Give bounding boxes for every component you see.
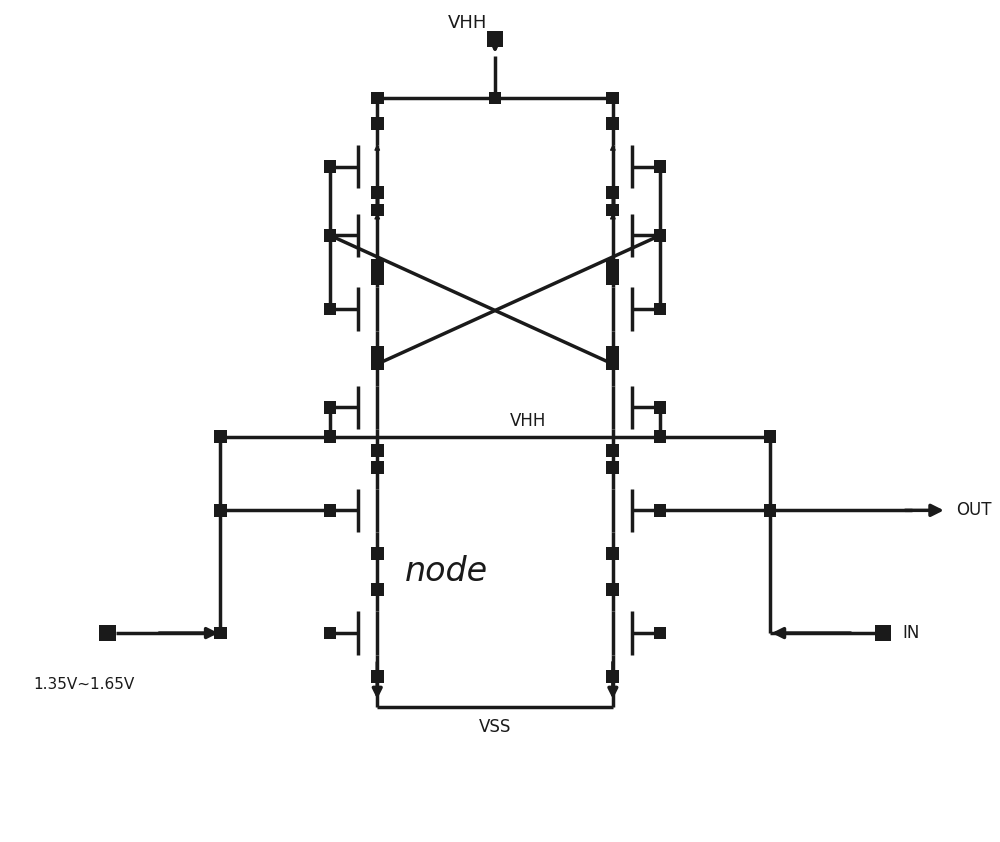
Bar (371, 186, 384, 199)
Bar (371, 461, 384, 473)
Bar (606, 584, 619, 596)
Bar (371, 584, 384, 596)
Bar (371, 92, 384, 104)
Bar (606, 117, 619, 130)
Bar (654, 160, 666, 173)
Text: VHH: VHH (448, 14, 487, 32)
Bar (654, 430, 666, 443)
Bar (371, 272, 384, 285)
Bar (487, 31, 503, 47)
Bar (654, 229, 666, 242)
Bar (654, 401, 666, 413)
Bar (99, 625, 116, 642)
Bar (371, 547, 384, 560)
Bar (606, 547, 619, 560)
Bar (606, 272, 619, 285)
Bar (371, 444, 384, 457)
Bar (371, 117, 384, 130)
Bar (324, 229, 336, 242)
Bar (606, 92, 619, 104)
Bar (324, 626, 336, 639)
Bar (214, 504, 227, 517)
Bar (606, 358, 619, 370)
Bar (214, 430, 227, 443)
Bar (654, 626, 666, 639)
Bar (324, 160, 336, 173)
Bar (764, 430, 776, 443)
Bar (654, 504, 666, 517)
Bar (606, 670, 619, 683)
Bar (371, 259, 384, 272)
Bar (371, 346, 384, 359)
Text: 1.35V~1.65V: 1.35V~1.65V (34, 677, 135, 692)
Text: IN: IN (902, 624, 920, 642)
Text: node: node (404, 555, 488, 589)
Bar (324, 302, 336, 316)
Text: OUT: OUT (956, 501, 992, 520)
Bar (324, 229, 336, 242)
Bar (654, 302, 666, 316)
Bar (371, 204, 384, 216)
Text: VHH: VHH (510, 412, 546, 429)
Bar (606, 358, 619, 370)
Bar (214, 626, 227, 639)
Bar (489, 92, 501, 104)
Bar (606, 346, 619, 359)
Bar (764, 504, 776, 517)
Bar (371, 358, 384, 370)
Bar (654, 229, 666, 242)
Text: VSS: VSS (479, 718, 511, 737)
Bar (606, 186, 619, 199)
Bar (324, 504, 336, 517)
Bar (606, 461, 619, 473)
Bar (606, 259, 619, 272)
Bar (606, 444, 619, 457)
Bar (371, 358, 384, 370)
Bar (324, 401, 336, 413)
Bar (371, 670, 384, 683)
Bar (606, 204, 619, 216)
Bar (875, 625, 891, 642)
Bar (371, 444, 384, 457)
Bar (324, 430, 336, 443)
Bar (606, 444, 619, 457)
